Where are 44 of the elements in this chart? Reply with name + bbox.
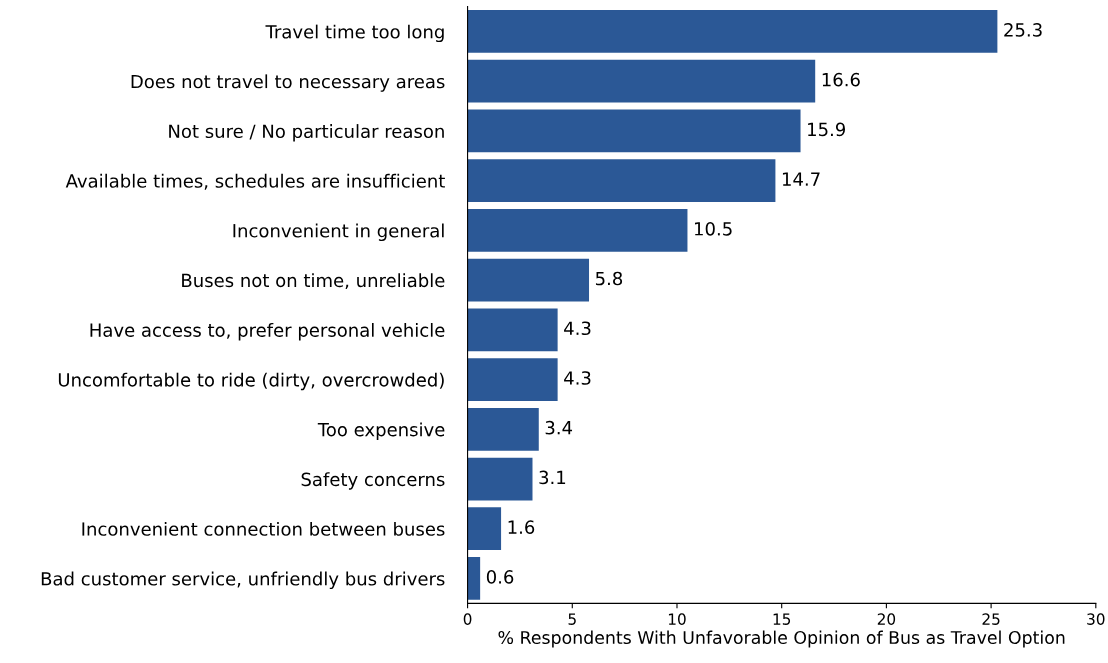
data-label: 25.3 xyxy=(1004,23,1042,37)
y-tick-label: Uncomfortable to ride (dirty, overcrowded) xyxy=(58,372,444,391)
bar xyxy=(467,209,688,252)
y-tick-label: Not sure / No particular reason xyxy=(169,124,444,142)
bar xyxy=(467,407,539,451)
x-axis-title: % Respondents With Unfavorable Opinion of Bus as Travel Option xyxy=(498,630,1065,648)
y-tick-label: Available times, schedules are insufficient xyxy=(65,173,445,190)
y-tick-label: Travel time too long xyxy=(265,24,444,43)
bar xyxy=(467,507,502,551)
data-label: 10.5 xyxy=(695,221,732,236)
bar xyxy=(467,59,816,103)
data-label: 0.6 xyxy=(486,570,514,584)
bar xyxy=(467,10,998,53)
data-label: 1.6 xyxy=(508,520,535,534)
x-tick-label: 5 xyxy=(568,613,576,625)
bar xyxy=(467,457,533,501)
y-tick-label: Safety concerns xyxy=(301,472,445,490)
data-label: 3.4 xyxy=(545,420,573,435)
bar xyxy=(467,557,481,600)
x-tick-label: 10 xyxy=(668,613,686,625)
bar xyxy=(467,308,558,352)
y-tick-label: Buses not on time, unreliable xyxy=(182,273,445,290)
y-tick-label: Does not travel to necessary areas xyxy=(131,74,445,92)
bar xyxy=(467,258,590,302)
y-tick-label: Inconvenient connection between buses xyxy=(82,521,445,536)
x-tick-label: 25 xyxy=(982,613,1000,625)
bar xyxy=(467,159,776,203)
x-tick-label: 20 xyxy=(877,613,896,625)
y-tick-label: Have access to, prefer personal vehicle xyxy=(90,322,445,341)
data-label: 4.3 xyxy=(564,371,591,385)
data-label: 5.8 xyxy=(595,271,623,286)
y-tick-label: Bad customer service, unfriendly bus drivers xyxy=(41,571,445,590)
data-label: 3.1 xyxy=(539,470,566,485)
data-label: 14.7 xyxy=(782,172,820,186)
data-label: 15.9 xyxy=(808,122,846,137)
x-tick-label: 15 xyxy=(773,613,791,625)
x-tick-label: 0 xyxy=(463,613,472,625)
y-tick-label: Too expensive xyxy=(317,422,445,440)
y-tick-label: Inconvenient in general xyxy=(233,223,444,242)
x-tick-label: 30 xyxy=(1087,613,1105,625)
bar xyxy=(467,358,558,401)
bar xyxy=(467,109,801,153)
data-label: 16.6 xyxy=(822,72,860,87)
data-label: 4.3 xyxy=(564,321,591,336)
